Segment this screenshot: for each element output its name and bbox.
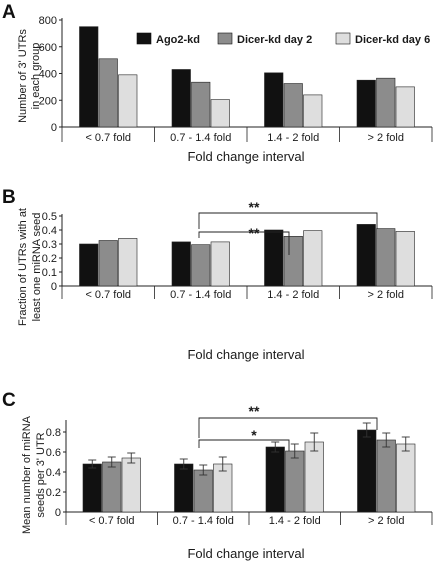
chart-c-bar: [265, 446, 285, 513]
chart-c-x-tick-label: > 2 fold: [368, 515, 404, 527]
chart-c-ylabel-line1: Mean number of miRNA: [21, 415, 33, 534]
chart-a-y-tick-label: 200: [39, 95, 57, 107]
chart-b-y-tick-label: 0.2: [42, 253, 57, 265]
panel-letter-c: C: [2, 390, 16, 411]
chart-b-x-tick-label: 0.7 - 1.4 fold: [170, 289, 231, 301]
chart-c-x-tick-label: < 0.7 fold: [89, 515, 135, 527]
chart-c-y-tick-label: 0.6: [46, 447, 61, 459]
chart-b-y-tick-label: 0.1: [42, 267, 57, 279]
chart-c-sig-bracket-inner: [198, 439, 290, 451]
panel-letter-b: B: [2, 187, 16, 208]
chart-b-ylabel-line1: Fraction of UTRs with at: [17, 208, 29, 326]
chart-b-bar: [98, 240, 118, 287]
chart-a-y-tick-label: 600: [39, 42, 57, 54]
chart-b-sig-label-inner: **: [249, 225, 260, 241]
chart-a-bar: [118, 74, 138, 128]
chart-b-bar: [395, 231, 415, 287]
chart-c-bar: [376, 439, 396, 513]
chart-b-xlabel: Fold change interval: [187, 347, 304, 362]
legend-swatch-ago2: [136, 32, 152, 45]
chart-c-sig-label-outer: **: [249, 403, 260, 419]
chart-a-bar: [283, 83, 303, 128]
chart-c-bar: [396, 443, 416, 513]
chart-c-bar: [82, 463, 102, 513]
chart-c-y-tick-label: 0: [55, 507, 61, 519]
chart-c-x-tick-label: 1.4 - 2 fold: [269, 515, 321, 527]
chart-a-bar: [395, 86, 415, 128]
chart-a-bar: [303, 94, 323, 128]
chart-a-x-tick-label: 1.4 - 2 fold: [267, 132, 319, 144]
chart-b-bar: [191, 244, 211, 287]
chart-c-significance: ** *: [198, 403, 378, 451]
chart-b-bar: [79, 243, 99, 287]
chart-b-bar: [283, 236, 303, 287]
chart-a-ylabel-line2: in each group: [30, 43, 42, 110]
chart-a-bar: [79, 26, 99, 128]
chart-b-sig-bracket-inner: [198, 231, 290, 255]
panel-letter-a: A: [2, 2, 16, 23]
chart-b-sig-bracket-outer: [198, 212, 378, 229]
chart-b-significance: ** **: [198, 199, 378, 255]
chart-a-bar: [171, 69, 191, 128]
chart-b-bar: [356, 224, 376, 287]
chart-b-x-tick-label: < 0.7 fold: [85, 289, 131, 301]
chart-a-bar: [356, 79, 376, 128]
chart-c: 0 0.2 0.4 0.6 0.8 < 0.7 fold 0.7 - 1.4 fold 1.4…: [46, 420, 433, 527]
legend-label-dicer-day2: Dicer-kd day 2: [237, 34, 312, 46]
chart-a-bar: [210, 99, 230, 128]
chart-b: 0 0.1 0.2 0.3 0.4 0.5 < 0.7 fold 0.7 - 1.4 fold…: [42, 211, 433, 301]
chart-c-y-tick-label: 0.8: [46, 427, 61, 439]
chart-a-bar: [264, 72, 284, 128]
chart-a-x-tick-label: > 2 fold: [368, 132, 404, 144]
chart-a-bar: [98, 58, 118, 128]
legend-swatch-dicer-day2: [217, 32, 233, 45]
chart-c-ylabel-line2: seeds per 3' UTR: [35, 432, 47, 517]
chart-a-y-tick-label: 800: [39, 15, 57, 27]
chart-a-y-tick-label: 400: [39, 69, 57, 81]
chart-b-y-tick-label: 0.4: [42, 225, 57, 237]
chart-c-xlabel: Fold change interval: [187, 546, 304, 561]
legend: Ago2-kd Dicer-kd day 2 Dicer-kd day 6: [136, 32, 430, 46]
chart-a-ylabel-line1: Number of 3' UTRs: [17, 29, 29, 123]
chart-c-bar: [174, 463, 194, 513]
chart-b-bar: [303, 230, 323, 287]
legend-label-dicer-day6: Dicer-kd day 6: [355, 34, 430, 46]
chart-b-ylabel-line2: least one miRNA seed: [31, 213, 43, 322]
chart-c-bar: [193, 469, 213, 513]
chart-c-bar: [304, 441, 324, 513]
chart-a-bar: [376, 77, 396, 128]
chart-b-bar: [210, 241, 230, 287]
chart-c-bar: [102, 461, 122, 513]
chart-b-y-tick-label: 0.3: [42, 239, 57, 251]
chart-a-y-tick-label: 0: [51, 122, 57, 134]
chart-c-bar: [121, 457, 141, 513]
chart-a-xlabel: Fold change interval: [187, 149, 304, 164]
chart-c-sig-label-inner: *: [251, 427, 257, 443]
chart-b-sig-label-outer: **: [249, 199, 260, 215]
chart-b-bar: [376, 228, 396, 287]
chart-c-sig-bracket-outer: [198, 417, 378, 438]
legend-swatch-dicer-day6: [335, 32, 351, 45]
chart-c-y-tick-label: 0.2: [46, 487, 61, 499]
chart-a-x-tick-label: 0.7 - 1.4 fold: [170, 132, 231, 144]
legend-label-ago2: Ago2-kd: [156, 34, 200, 46]
chart-b-bar: [171, 241, 191, 287]
chart-a-x-tick-label: < 0.7 fold: [85, 132, 131, 144]
chart-b-x-tick-label: > 2 fold: [368, 289, 404, 301]
chart-b-y-tick-label: 0.5: [42, 211, 57, 223]
chart-b-x-tick-label: 1.4 - 2 fold: [267, 289, 319, 301]
chart-c-y-tick-label: 0.4: [46, 467, 61, 479]
chart-b-bar: [264, 229, 284, 287]
chart-c-bar: [285, 450, 305, 513]
chart-c-x-tick-label: 0.7 - 1.4 fold: [173, 515, 234, 527]
chart-b-y-tick-label: 0: [51, 281, 57, 293]
chart-a-bar: [191, 81, 211, 128]
chart-b-bar: [118, 238, 138, 287]
chart-c-bar: [357, 429, 377, 513]
chart-a: 0 200 400 600 800 < 0.7 fold 0.7 - 1.4 fold 1.4…: [39, 15, 433, 144]
